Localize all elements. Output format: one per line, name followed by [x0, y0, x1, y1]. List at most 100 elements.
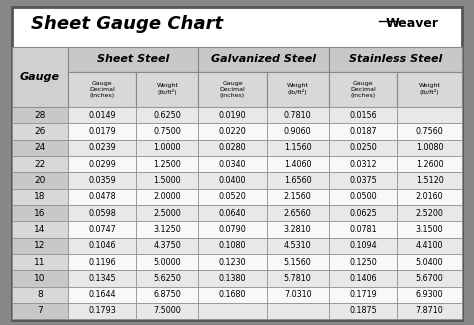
Text: 0.7810: 0.7810: [284, 111, 311, 120]
Text: Weight
(lb/ft²): Weight (lb/ft²): [419, 83, 440, 95]
Text: 0.0500: 0.0500: [349, 192, 377, 201]
Bar: [12, 172, 68, 188]
Bar: [266, 72, 329, 107]
Text: 4.3750: 4.3750: [154, 241, 181, 250]
Bar: [12, 238, 68, 254]
Bar: [329, 47, 462, 72]
Text: 0.1046: 0.1046: [89, 241, 116, 250]
Bar: [68, 156, 136, 172]
Text: 0.1719: 0.1719: [349, 290, 377, 299]
Text: 0.7560: 0.7560: [416, 127, 444, 136]
Bar: [329, 107, 397, 123]
Text: 0.0250: 0.0250: [349, 143, 377, 152]
Bar: [199, 47, 329, 72]
Bar: [68, 140, 136, 156]
Text: 0.1080: 0.1080: [219, 241, 246, 250]
Text: 0.0520: 0.0520: [219, 192, 246, 201]
Bar: [266, 287, 329, 303]
Bar: [136, 221, 199, 238]
Text: 0.7500: 0.7500: [154, 127, 181, 136]
Text: Gauge
Decimal
(inches): Gauge Decimal (inches): [350, 81, 376, 98]
Text: 0.0747: 0.0747: [88, 225, 116, 234]
Text: 28: 28: [34, 111, 46, 120]
Bar: [266, 172, 329, 188]
Bar: [68, 72, 136, 107]
Bar: [12, 254, 68, 270]
Bar: [329, 172, 397, 188]
Text: 22: 22: [35, 160, 46, 169]
Text: 0.1345: 0.1345: [88, 274, 116, 283]
Bar: [12, 303, 68, 319]
Text: 0.0280: 0.0280: [219, 143, 246, 152]
Bar: [397, 140, 462, 156]
Bar: [136, 238, 199, 254]
Text: 2.5000: 2.5000: [154, 209, 181, 217]
Text: 7.5000: 7.5000: [154, 306, 181, 316]
Text: 0.0340: 0.0340: [219, 160, 246, 169]
Text: 6.8750: 6.8750: [154, 290, 181, 299]
Bar: [199, 221, 266, 238]
Bar: [68, 123, 136, 140]
Bar: [397, 123, 462, 140]
Bar: [12, 156, 68, 172]
Text: Gauge
Decimal
(inches): Gauge Decimal (inches): [89, 81, 115, 98]
Text: 11: 11: [34, 257, 46, 266]
Bar: [199, 205, 266, 221]
Bar: [136, 72, 199, 107]
Text: 5.0400: 5.0400: [416, 257, 443, 266]
Bar: [68, 254, 136, 270]
Text: 0.0781: 0.0781: [349, 225, 377, 234]
Bar: [12, 188, 68, 205]
Text: 0.0625: 0.0625: [349, 209, 377, 217]
Text: 0.0179: 0.0179: [88, 127, 116, 136]
Bar: [266, 270, 329, 287]
Text: 18: 18: [34, 192, 46, 201]
Bar: [68, 221, 136, 238]
Bar: [266, 156, 329, 172]
Text: 0.0359: 0.0359: [88, 176, 116, 185]
Bar: [12, 270, 68, 287]
Bar: [329, 238, 397, 254]
Text: 0.6250: 0.6250: [154, 111, 181, 120]
Bar: [68, 47, 199, 72]
Text: 12: 12: [34, 241, 46, 250]
Bar: [12, 107, 68, 123]
Text: 1.5120: 1.5120: [416, 176, 444, 185]
Bar: [199, 303, 266, 319]
Bar: [397, 205, 462, 221]
Text: 0.0149: 0.0149: [88, 111, 116, 120]
Text: 0.1875: 0.1875: [349, 306, 377, 316]
Text: 3.1500: 3.1500: [416, 225, 443, 234]
Bar: [136, 303, 199, 319]
Text: Weight
(lb/ft²): Weight (lb/ft²): [156, 83, 178, 95]
Bar: [68, 287, 136, 303]
Bar: [266, 140, 329, 156]
Text: 0.1680: 0.1680: [219, 290, 246, 299]
Text: 16: 16: [34, 209, 46, 217]
Bar: [136, 172, 199, 188]
Bar: [68, 107, 136, 123]
Text: 0.1196: 0.1196: [88, 257, 116, 266]
Bar: [266, 303, 329, 319]
Text: Weaver: Weaver: [386, 17, 439, 30]
Text: 2.5200: 2.5200: [416, 209, 444, 217]
Bar: [199, 72, 266, 107]
Bar: [397, 303, 462, 319]
Bar: [12, 287, 68, 303]
Text: 14: 14: [34, 225, 46, 234]
Text: 0.0375: 0.0375: [349, 176, 377, 185]
Bar: [199, 270, 266, 287]
Bar: [68, 172, 136, 188]
Bar: [266, 107, 329, 123]
Bar: [329, 287, 397, 303]
Bar: [199, 188, 266, 205]
Text: 2.6560: 2.6560: [284, 209, 311, 217]
Text: 0.0790: 0.0790: [219, 225, 246, 234]
Bar: [12, 221, 68, 238]
Text: 2.0160: 2.0160: [416, 192, 443, 201]
Text: 0.0299: 0.0299: [88, 160, 116, 169]
Bar: [266, 238, 329, 254]
Bar: [68, 205, 136, 221]
Text: 4.5310: 4.5310: [284, 241, 311, 250]
Text: 0.9060: 0.9060: [284, 127, 311, 136]
